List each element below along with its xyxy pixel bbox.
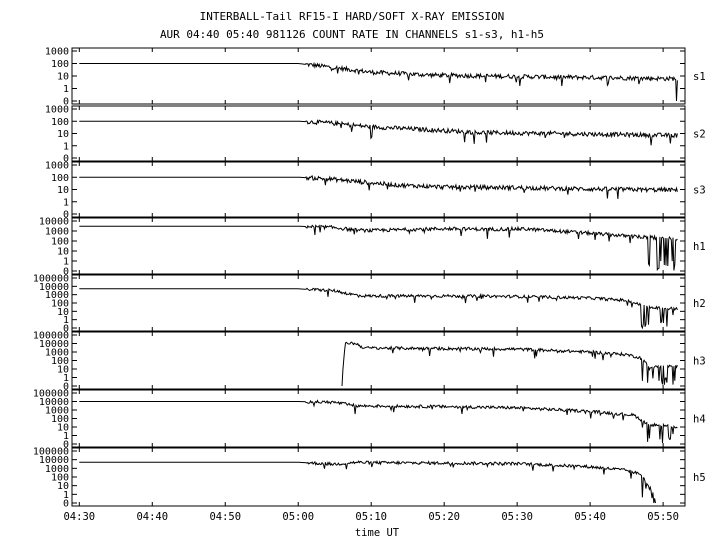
panel-frame-h3	[71, 331, 686, 390]
y-tick-label: 10	[57, 365, 69, 376]
y-tick-label: 1000	[45, 290, 69, 301]
channel-label-h1: h1	[693, 241, 706, 253]
x-tick-label: 05:00	[282, 511, 314, 523]
panel-frame-h5	[71, 447, 686, 507]
channel-label-s1: s1	[693, 71, 706, 83]
y-tick-label: 0	[63, 440, 69, 451]
channel-label-h5: h5	[693, 472, 706, 484]
y-tick-label: 10	[57, 185, 69, 196]
y-tick-label: 10	[57, 247, 69, 258]
y-tick-label: 1000	[45, 406, 69, 417]
y-tick-label: 10	[57, 307, 69, 318]
x-tick-label: 05:50	[647, 511, 679, 523]
x-tick-label: 05:20	[428, 511, 460, 523]
trace-h2	[79, 287, 678, 330]
y-tick-label: 10000	[39, 339, 69, 350]
y-tick-label: 1000	[45, 105, 69, 116]
x-tick-label: 05:40	[574, 511, 606, 523]
trace-s2	[79, 119, 678, 146]
y-tick-label: 1000	[45, 161, 69, 172]
y-tick-label: 1	[63, 141, 69, 152]
y-tick-label: 100	[51, 173, 69, 184]
trace-h4	[79, 399, 678, 444]
trace-s3	[79, 175, 678, 199]
channel-label-h2: h2	[693, 298, 706, 310]
y-tick-label: 0	[63, 210, 69, 221]
y-tick-label: 1000	[45, 348, 69, 359]
y-tick-label: 100	[51, 117, 69, 128]
y-tick-label: 1	[63, 431, 69, 442]
y-tick-label: 1000	[45, 227, 69, 238]
panels-group: 10001001010s110001001010s210001001010s31…	[33, 47, 706, 510]
y-tick-label: 100	[51, 59, 69, 70]
y-tick-label: 0	[63, 97, 69, 108]
x-tick-label: 05:10	[355, 511, 387, 523]
panel-frame-h2	[71, 274, 686, 332]
y-tick-label: 0	[63, 382, 69, 393]
y-tick-label: 10	[57, 481, 69, 492]
y-tick-label: 1000	[45, 464, 69, 475]
channel-label-s2: s2	[693, 129, 706, 141]
y-tick-label: 1	[63, 84, 69, 95]
y-tick-label: 1	[63, 490, 69, 501]
y-tick-label: 100	[51, 414, 69, 425]
y-tick-label: 10	[57, 129, 69, 140]
channel-label-h3: h3	[693, 356, 706, 368]
y-tick-label: 100	[51, 356, 69, 367]
chart-subtitle: AUR 04:40 05:40 981126 COUNT RATE IN CHA…	[160, 28, 544, 41]
y-tick-label: 10	[57, 72, 69, 83]
channel-label-h4: h4	[693, 414, 706, 426]
y-tick-label: 1	[63, 373, 69, 384]
time-axis: 04:30 04:40 04:50 05:00 05:10 05:20 05:30 05:40…	[63, 511, 678, 523]
y-tick-label: 100	[51, 473, 69, 484]
y-tick-label: 0	[63, 499, 69, 510]
y-tick-label: 1	[63, 315, 69, 326]
y-tick-label: 0	[63, 267, 69, 278]
trace-h5	[79, 460, 656, 504]
x-tick-label: 04:40	[136, 511, 168, 523]
x-tick-label: 04:30	[63, 511, 95, 523]
panel-frame-h4	[71, 389, 686, 448]
y-tick-label: 1	[63, 257, 69, 268]
y-tick-label: 10	[57, 423, 69, 434]
y-tick-label: 0	[63, 154, 69, 165]
trace-h3	[341, 341, 678, 387]
y-tick-label: 1000	[45, 47, 69, 58]
chart-title: INTERBALL-Tail RF15-I HARD/SOFT X-RAY EM…	[200, 10, 505, 23]
trace-h1	[79, 224, 678, 272]
y-tick-label: 10000	[39, 397, 69, 408]
y-tick-label: 10000	[39, 455, 69, 466]
y-tick-label: 100000	[33, 447, 69, 458]
y-tick-label: 100000	[33, 331, 69, 342]
y-tick-label: 10000	[39, 282, 69, 293]
y-tick-label: 100	[51, 299, 69, 310]
channel-label-s3: s3	[693, 185, 706, 197]
y-tick-label: 0	[63, 324, 69, 335]
panel-frame-h1	[71, 217, 686, 275]
y-tick-label: 1	[63, 197, 69, 208]
x-tick-label: 04:50	[209, 511, 241, 523]
x-axis-label: time UT	[355, 527, 400, 539]
y-tick-label: 100000	[33, 274, 69, 285]
trace-s1	[79, 61, 678, 102]
x-tick-label: 05:30	[501, 511, 533, 523]
y-tick-label: 10000	[39, 217, 69, 228]
y-tick-label: 100000	[33, 389, 69, 400]
y-tick-label: 100	[51, 237, 69, 248]
